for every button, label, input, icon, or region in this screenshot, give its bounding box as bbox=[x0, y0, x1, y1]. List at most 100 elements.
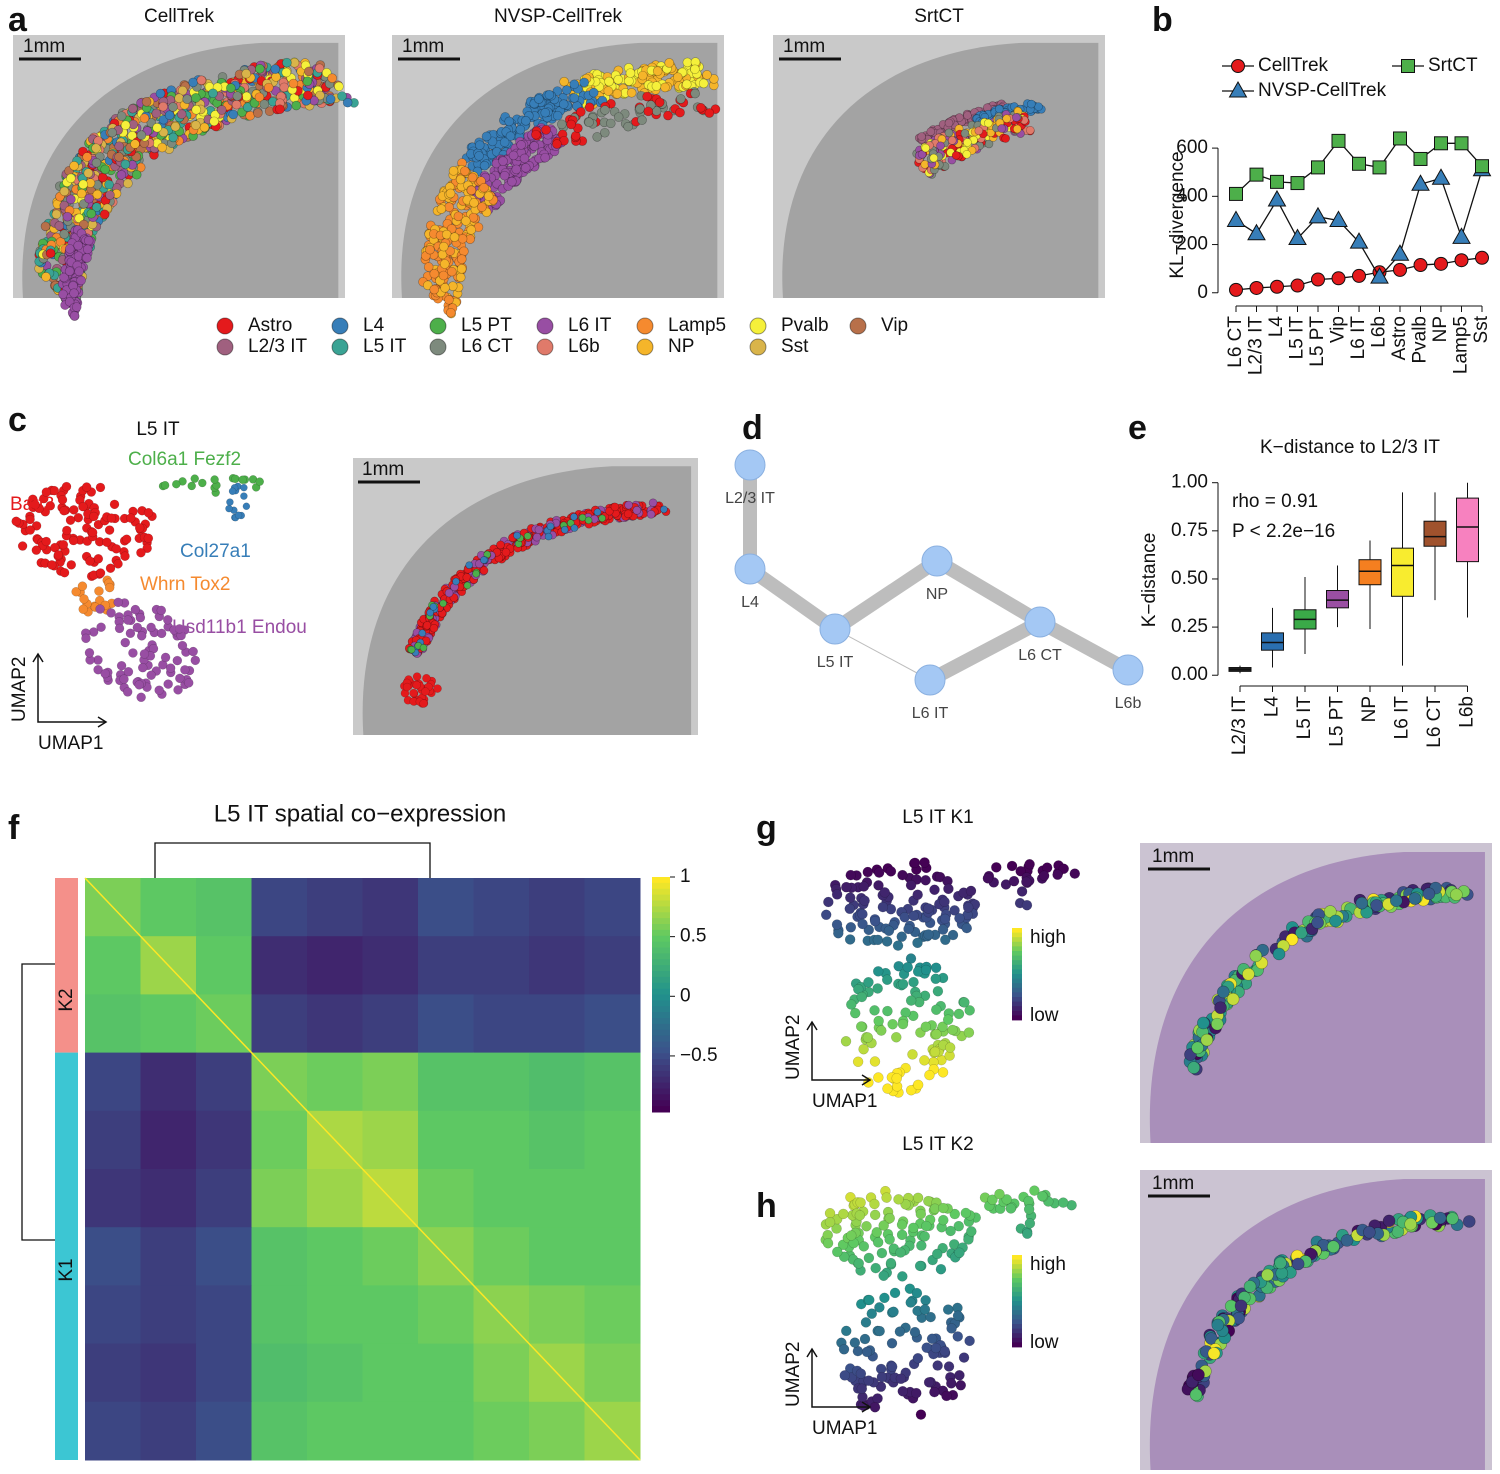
data-point bbox=[1475, 250, 1489, 265]
cell bbox=[429, 623, 439, 633]
cell bbox=[499, 170, 510, 181]
cell bbox=[1197, 1016, 1210, 1030]
cell bbox=[429, 284, 440, 295]
x-tick-label: L6 CT bbox=[1424, 696, 1445, 748]
cell bbox=[496, 540, 505, 550]
cell bbox=[672, 72, 683, 83]
heatmap-cell bbox=[529, 878, 585, 937]
cell bbox=[136, 130, 147, 141]
colorbar-label: 0.5 bbox=[680, 926, 706, 947]
panel-title: CellTrek bbox=[144, 6, 215, 27]
cell bbox=[886, 1361, 898, 1372]
heatmap-cell bbox=[529, 994, 585, 1054]
x-tick-label: L5 PT bbox=[1307, 316, 1328, 367]
cell bbox=[105, 190, 115, 200]
data-point bbox=[1413, 258, 1428, 273]
cell bbox=[540, 107, 551, 118]
colorbar-band bbox=[1012, 983, 1022, 989]
colorbar-band bbox=[652, 1047, 670, 1054]
cell bbox=[104, 525, 115, 535]
cell bbox=[83, 168, 94, 178]
heatmap-cell bbox=[418, 1169, 474, 1228]
cell bbox=[997, 124, 1007, 133]
colorbar-band bbox=[652, 1018, 670, 1025]
cell bbox=[1327, 1240, 1340, 1254]
box bbox=[1261, 632, 1284, 651]
network-node bbox=[1024, 606, 1056, 638]
legend-marker bbox=[536, 317, 554, 335]
cell bbox=[932, 985, 944, 997]
network-node bbox=[914, 664, 946, 696]
cell bbox=[455, 272, 466, 283]
cell bbox=[858, 1043, 869, 1055]
legend-marker bbox=[636, 338, 654, 356]
cell bbox=[163, 615, 173, 625]
cell bbox=[944, 118, 954, 128]
data-point bbox=[1229, 282, 1243, 297]
cell bbox=[240, 483, 248, 492]
cell bbox=[651, 81, 662, 91]
cell bbox=[1234, 1299, 1248, 1313]
cell bbox=[925, 1311, 936, 1323]
data-point bbox=[1393, 131, 1407, 146]
cell bbox=[879, 887, 890, 898]
cell bbox=[853, 1258, 865, 1269]
cell bbox=[872, 934, 884, 946]
cell bbox=[507, 176, 517, 187]
cell bbox=[1034, 102, 1043, 111]
cell bbox=[958, 1352, 970, 1363]
y-tick-label: 400 bbox=[1176, 185, 1208, 206]
panel-title: NVSP-CellTrek bbox=[494, 6, 623, 27]
heatmap-cell bbox=[140, 878, 197, 937]
cell bbox=[603, 86, 614, 96]
cell bbox=[477, 202, 487, 212]
cell bbox=[949, 905, 960, 916]
cell bbox=[142, 543, 152, 554]
cell bbox=[303, 90, 313, 101]
cell bbox=[592, 132, 602, 142]
data-point bbox=[1247, 223, 1266, 241]
cell bbox=[255, 477, 264, 486]
cell bbox=[878, 1270, 889, 1281]
cell bbox=[95, 568, 106, 578]
cell bbox=[199, 122, 210, 133]
node-label: L6b bbox=[1115, 695, 1142, 712]
colorbar-band bbox=[652, 1065, 670, 1072]
cell bbox=[1329, 914, 1342, 928]
network-edge bbox=[933, 554, 1044, 629]
cell bbox=[1187, 1061, 1201, 1074]
cell bbox=[69, 288, 79, 299]
heatmap-cell bbox=[251, 1401, 308, 1461]
cell bbox=[861, 1220, 872, 1232]
data-point bbox=[1475, 159, 1489, 174]
cell bbox=[929, 1386, 940, 1398]
cell bbox=[81, 633, 91, 644]
cell bbox=[111, 544, 122, 554]
heatmap-cell bbox=[307, 936, 363, 995]
heatmap-cell bbox=[584, 878, 641, 937]
cell bbox=[698, 78, 709, 89]
heatmap-cell bbox=[196, 1343, 252, 1403]
cluster-label: Hsd11b1 Endou bbox=[172, 617, 307, 638]
cell bbox=[540, 152, 550, 163]
cell bbox=[429, 603, 438, 611]
colorbar-band bbox=[652, 900, 670, 907]
colorbar-band bbox=[652, 1076, 670, 1084]
cell bbox=[947, 1024, 958, 1036]
cell bbox=[51, 209, 62, 220]
cell bbox=[114, 141, 124, 152]
colorbar-band bbox=[652, 947, 670, 954]
colorbar-band bbox=[1012, 1337, 1022, 1343]
dendrogram bbox=[154, 842, 431, 878]
colorbar-band bbox=[652, 941, 670, 948]
cell bbox=[964, 1005, 975, 1016]
cell bbox=[151, 108, 162, 119]
cell bbox=[660, 82, 670, 93]
cell bbox=[884, 1212, 895, 1224]
cell bbox=[238, 475, 247, 484]
umap-axes bbox=[37, 654, 106, 723]
cell bbox=[438, 241, 449, 252]
colorbar-band bbox=[652, 953, 670, 960]
heatmap-cell bbox=[307, 994, 363, 1054]
cell bbox=[637, 70, 648, 81]
